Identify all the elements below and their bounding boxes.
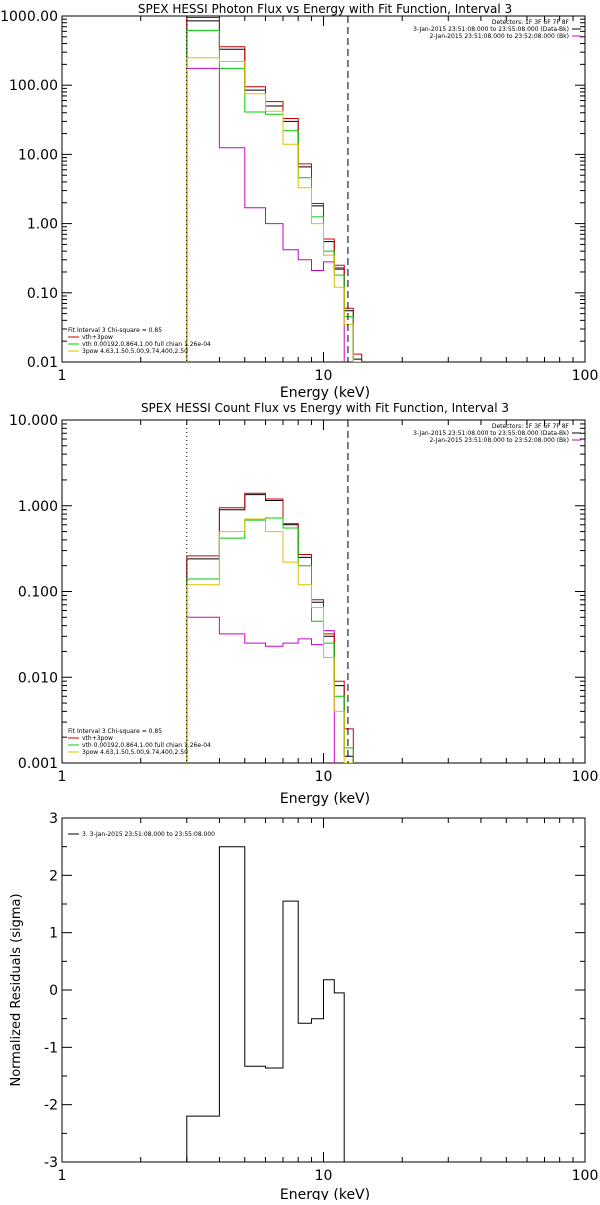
y-tick-label: 0.001 [18,756,58,772]
y-tick-label: 3 [49,811,58,827]
y-tick-label: 1.000 [18,499,58,515]
x-tick-label: 1 [58,368,67,384]
series-line [186,57,362,362]
plot-area [186,17,363,362]
series-line [186,494,354,763]
plot-area [186,846,345,1162]
x-tick-label: 100 [572,769,599,785]
x-tick-label: 10 [315,1168,333,1184]
y-tick-label: 1000.00 [0,9,58,25]
series-line [186,518,354,763]
series-line [186,517,354,763]
header-legend-entry: 3-Jan-2015 23:51:08.000 to 23:55:08.000 … [413,430,569,437]
x-tick-label: 1 [58,769,67,785]
y-tick-label: 0.10 [27,286,58,302]
y-tick-label: 0 [49,983,58,999]
y-tick-label: -2 [44,1098,58,1114]
fit-legend-entry: 3pow 4.63,1.50,5.00,9.74,400,2.50 [82,348,188,355]
y-tick-label: 0.01 [27,355,58,371]
plot-frame [61,419,586,764]
header-legend-entry: 2-Jan-2015 23:51:08.000 to 23:52:08.000 … [429,437,569,444]
chart-title: SPEX HESSI Photon Flux vs Energy with Fi… [138,2,512,16]
plot-area [186,492,354,763]
y-tick-label: 1 [49,926,58,942]
fit-legend-entry: 3. 3-Jan-2015 23:51:08.000 to 23:55:08.0… [82,831,215,838]
fit-legend-entry: vth+3pow [82,735,113,742]
y-tick-label: -3 [44,1155,58,1171]
y-tick-label: 10.000 [9,413,58,429]
x-axis-label: Energy (keV) [280,1187,370,1200]
series-line [186,67,345,362]
y-axis-label: Normalized Residuals (sigma) [9,893,24,1086]
fit-legend-entry: Fit Interval 3 Chi-square = 0.85 [68,327,162,334]
header-legend-entry: 3-Jan-2015 23:51:08.000 to 23:55:08.000 … [413,26,569,33]
fit-legend-entry: 3pow 4.63,1.50,5.00,9.74,400,2.50 [82,749,188,756]
x-tick-label: 1 [58,1168,67,1184]
y-tick-label: 0.010 [18,670,58,686]
y-tick-label: 100.00 [9,78,58,94]
x-tick-label: 10 [315,368,333,384]
chart-title: SPEX HESSI Count Flux vs Energy with Fit… [141,401,509,415]
series-line [186,20,363,362]
series-line [186,846,345,1162]
x-axis-label: Energy (keV) [280,385,370,401]
x-tick-label: 100 [572,368,599,384]
header-legend-entry: Detectors: 1F 3F 6F 7F 8F [492,19,570,26]
residuals-panel: Energy (keV) Normalized Residuals (sigma… [9,811,599,1203]
fit-legend-entry: vth 0.00192,0.864,1.00 full chian 1.26e-… [82,341,211,348]
x-axis-label: Energy (keV) [280,791,370,807]
fit-legend-entry: Fit Interval 3 Chi-square = 0.85 [68,728,162,735]
x-tick-label: 100 [572,1168,599,1184]
series-line [186,29,362,362]
header-legend-entry: 2-Jan-2015 23:51:08.000 to 23:52:08.000 … [429,33,569,40]
plot-frame [61,15,586,363]
series-line [186,17,363,362]
count-flux-panel: SPEX HESSI Count Flux vs Energy with Fit… [9,401,598,807]
fit-legend-entry: vth 0.00192,0.864,1.00 full chian 1.26e-… [82,742,211,749]
y-tick-label: 1.00 [27,217,58,233]
series-line [186,492,354,763]
y-tick-label: -1 [44,1040,58,1056]
photon-flux-panel: SPEX HESSI Photon Flux vs Energy with Fi… [0,2,598,401]
y-tick-label: 10.00 [18,147,58,163]
y-tick-label: 2 [49,868,58,884]
x-tick-label: 10 [315,769,333,785]
fit-legend-entry: vth+3pow [82,334,113,341]
y-tick-label: 0.100 [18,585,58,601]
header-legend-entry: Detectors: 1F 3F 6F 7F 8F [492,423,570,430]
